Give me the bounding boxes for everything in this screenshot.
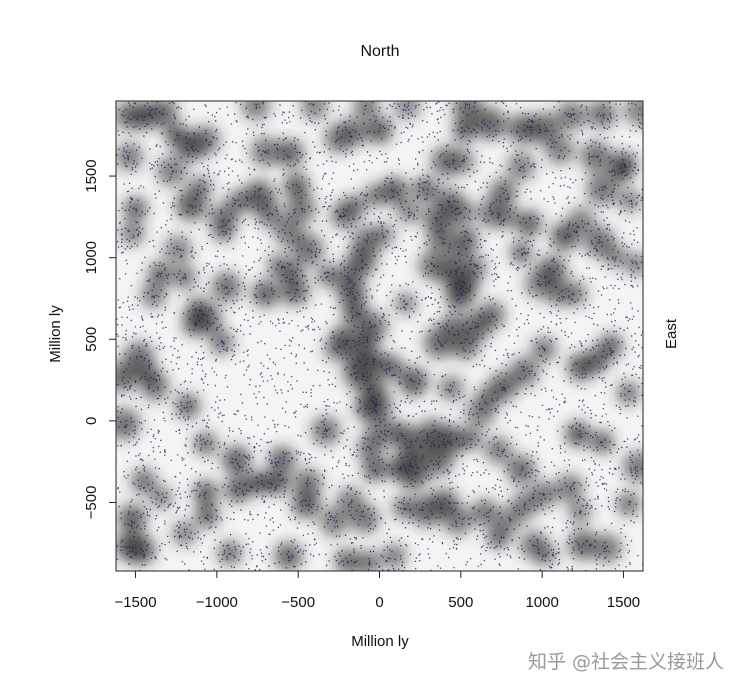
density-cluster: [465, 397, 496, 428]
density-cluster: [592, 533, 622, 563]
density-cluster: [274, 542, 303, 571]
density-cluster: [516, 210, 543, 237]
density-cluster: [241, 101, 271, 121]
y-tick-label: −500: [83, 486, 100, 520]
density-cluster: [356, 435, 383, 462]
density-cluster: [603, 244, 627, 268]
density-cluster: [130, 468, 157, 495]
density-cluster: [598, 333, 623, 359]
density-cluster: [565, 421, 591, 447]
density-cluster: [618, 188, 642, 213]
y-tick-label: 500: [83, 327, 100, 352]
density-cluster: [509, 241, 533, 264]
density-cluster: [427, 223, 456, 253]
x-axis: −1500 −1000 −500 0 500 1000 1500: [114, 571, 640, 611]
density-cluster: [423, 446, 453, 477]
density-cluster: [362, 457, 387, 482]
density-cluster: [244, 471, 268, 495]
density-cluster: [189, 175, 213, 200]
density-cluster: [283, 172, 310, 200]
chart-title: North: [360, 43, 399, 60]
density-cluster: [339, 117, 368, 147]
density-cluster: [120, 220, 145, 246]
density-cluster: [394, 101, 421, 120]
density-cluster: [280, 277, 309, 306]
density-cluster: [293, 468, 323, 498]
density-cluster: [371, 223, 395, 247]
y-tick-label: 1500: [83, 159, 100, 192]
density-cluster: [527, 112, 560, 145]
density-cluster: [300, 101, 329, 120]
density-cluster: [251, 279, 280, 308]
x-tick-label: −1500: [114, 594, 156, 611]
density-cluster: [316, 264, 339, 287]
density-cluster: [353, 101, 380, 119]
plot-area: [115, 100, 644, 572]
density-cluster: [462, 311, 492, 341]
density-cluster: [319, 507, 349, 537]
density-cluster: [366, 117, 393, 144]
density-cluster: [494, 205, 519, 229]
density-cluster: [156, 156, 187, 187]
density-cluster: [509, 357, 539, 387]
density-cluster: [442, 505, 473, 536]
density-cluster: [624, 101, 643, 126]
density-cluster: [116, 408, 141, 441]
density-cluster: [217, 540, 243, 566]
density-cluster: [438, 375, 464, 401]
density-cluster: [616, 492, 641, 517]
density-cluster: [378, 354, 404, 380]
density-cluster: [350, 504, 380, 534]
density-cluster: [255, 200, 282, 227]
density-cluster: [568, 530, 598, 560]
density-cluster: [452, 101, 483, 123]
density-cluster: [116, 142, 143, 171]
x-tick-label: 0: [375, 594, 383, 611]
y-axis: −500 0 500 1000 1500: [83, 159, 116, 519]
x-tick-label: −500: [281, 594, 315, 611]
density-cluster: [117, 504, 147, 534]
x-tick-label: 1500: [607, 594, 640, 611]
density-cluster: [506, 152, 536, 181]
density-cluster: [334, 548, 360, 571]
x-tick-label: −1000: [196, 594, 238, 611]
density-cluster: [116, 361, 138, 392]
density-cluster: [474, 107, 506, 140]
density-cluster: [625, 252, 643, 276]
y-tick-label: 0: [83, 417, 100, 425]
y-tick-label: 1000: [83, 241, 100, 274]
watermark-text: 知乎 @社会主义接班人: [528, 651, 724, 673]
density-cluster: [292, 489, 321, 519]
x-tick-label: 1000: [525, 594, 558, 611]
density-cluster: [471, 498, 499, 526]
x-tick-label: 500: [448, 594, 473, 611]
density-cluster: [394, 292, 417, 315]
density-cluster: [190, 125, 221, 155]
density-cluster: [140, 282, 167, 309]
density-cluster: [610, 151, 637, 179]
density-cluster: [562, 281, 588, 306]
density-cluster: [555, 473, 584, 502]
right-axis-label: East: [663, 318, 680, 349]
density-cluster: [392, 495, 416, 519]
density-cluster: [222, 445, 251, 475]
y-axis-label: Million ly: [47, 305, 64, 363]
density-cluster: [381, 544, 407, 569]
density-cluster: [622, 451, 643, 483]
density-cluster: [355, 550, 381, 571]
density-cluster: [171, 521, 197, 546]
x-axis-label: Million ly: [351, 633, 409, 650]
density-cluster: [175, 393, 201, 419]
density-cluster: [463, 255, 488, 280]
density-cluster: [444, 197, 475, 227]
density-cluster: [616, 381, 641, 406]
